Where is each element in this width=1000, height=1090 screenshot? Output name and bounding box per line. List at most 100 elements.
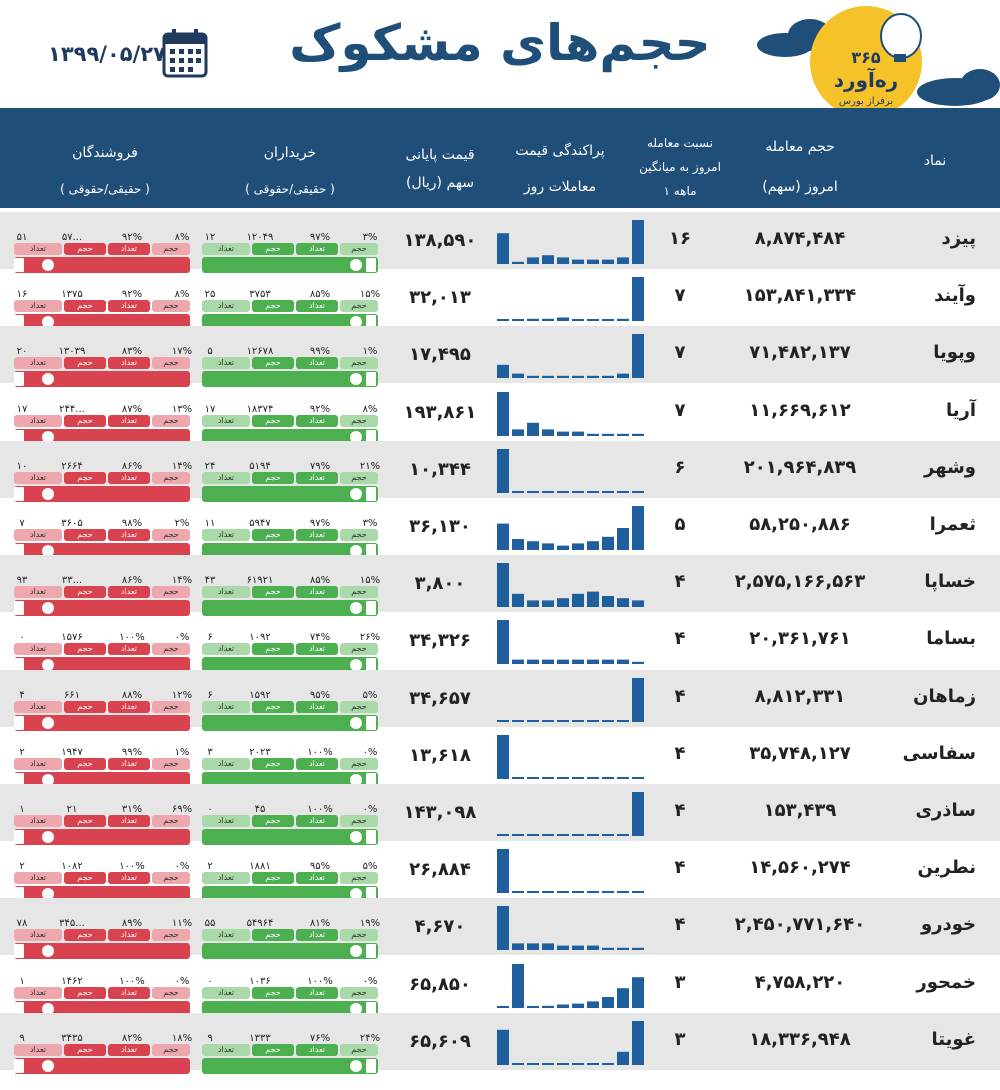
real-count: ۱۳۷۵ <box>61 289 83 301</box>
count-label: تعداد <box>108 471 150 484</box>
price-cell: ۳۶,۱۳۰ <box>409 516 471 537</box>
real-count: ۱۵۷۶ <box>61 632 83 644</box>
real-volume-pct: ۸۲% <box>121 1032 143 1044</box>
volume-label: حجم <box>64 872 106 885</box>
price-cell: ۲۶,۸۸۴ <box>409 859 471 881</box>
col-dispersion-l1: پراکندگی قیمت <box>515 143 605 159</box>
dispersion-bar <box>527 257 539 264</box>
count-label: تعداد <box>108 414 150 427</box>
dispersion-bar <box>497 719 509 722</box>
dispersion-bar <box>617 257 629 264</box>
real-volume-pct: ۱۰۰% <box>307 975 333 987</box>
ratio-cell: ۷ <box>674 285 686 307</box>
dispersion-bar <box>632 506 644 550</box>
count-label: تعداد <box>14 986 62 999</box>
real-volume-pct: ۸۵% <box>309 575 331 587</box>
sellers-group: ۶۹% ۱ ۳۱% ۲۱ حجم تعداد حجم تعداد <box>12 784 192 845</box>
dispersion-bar <box>572 490 584 493</box>
calendar-icon <box>162 29 208 78</box>
price-cell: ۶۵,۸۵۰ <box>409 973 471 995</box>
price-cell: ۳۴,۳۲۶ <box>409 630 471 652</box>
count-label: تعداد <box>296 586 338 599</box>
dispersion-bar <box>497 523 509 550</box>
dispersion-bar <box>572 719 584 722</box>
dispersion-bar <box>572 543 584 550</box>
legal-volume-pct: ۰% <box>362 746 378 758</box>
volume-label: حجم <box>152 643 190 656</box>
person-icon <box>350 487 362 500</box>
volume-label: حجم <box>152 815 190 827</box>
symbol-cell: نطرین <box>917 857 976 879</box>
split-bar <box>202 485 378 502</box>
person-icon <box>350 545 362 557</box>
volume-cell: ۸,۸۱۲,۳۳۱ <box>754 685 846 707</box>
dispersion-bar <box>557 490 569 493</box>
volume-label: حجم <box>64 700 106 713</box>
dispersion-bar <box>572 891 584 894</box>
dispersion-sparkline <box>497 448 644 493</box>
dispersion-bar <box>602 319 614 322</box>
volume-cell: ۱۴,۵۶۰,۲۷۴ <box>749 857 851 879</box>
sellers-group: ۰% ۲ ۱۰۰% ۱۰۸۲ حجم تعداد حجم تعداد <box>12 841 192 903</box>
volume-label: حجم <box>340 357 378 370</box>
volume-label: حجم <box>252 700 294 713</box>
dispersion-bar <box>572 259 584 264</box>
volume-label: حجم <box>252 471 294 484</box>
symbol-cell: خساپا <box>924 571 976 593</box>
real-count: ۳۴۳۵ <box>61 1032 83 1044</box>
real-count: ۱۹۴۷ <box>61 746 83 758</box>
volume-label: حجم <box>340 1043 378 1056</box>
dispersion-bar <box>512 834 524 836</box>
sellers-group: ۸% ۱۶ ۹۲% ۱۳۷۵ حجم تعداد حجم تعداد <box>12 269 192 331</box>
dispersion-bar <box>632 277 644 322</box>
legal-count: ۱۷ <box>204 403 216 415</box>
volume-label: حجم <box>64 586 106 599</box>
table-row: بساما ۲۰,۳۶۱,۷۶۱ ۴ ۳۴,۳۲۶ ۲۶% ۶ ۷۴% ۱۰۹۲ حجم تعدا… <box>0 612 1000 674</box>
dispersion-bar <box>587 319 599 322</box>
buyers-group: ۱۹% ۵۵ ۸۱% ۵۴۹۶۴ حجم تعداد حجم تعداد <box>200 898 380 960</box>
symbol-cell: بساما <box>926 628 976 650</box>
volume-cell: ۳۵,۷۴۸,۱۲۷ <box>749 742 851 764</box>
volume-label: حجم <box>64 643 106 656</box>
building-icon <box>366 1001 376 1016</box>
count-label: تعداد <box>296 357 338 370</box>
col-dispersion-l2: معاملات روز <box>523 179 597 195</box>
person-icon <box>42 373 54 386</box>
dispersion-bar <box>617 1051 629 1065</box>
legal-count: ۵۵ <box>204 918 216 930</box>
volume-label: حجم <box>64 243 106 255</box>
volume-label: حجم <box>340 757 378 770</box>
volume-cell: ۵۸,۲۵۰,۸۸۶ <box>749 514 851 535</box>
dispersion-bar <box>602 996 614 1008</box>
person-icon <box>350 373 362 386</box>
buyers-group: ۲۴% ۹ ۷۶% ۱۳۳۳ حجم تعداد حجم تعداد <box>200 1013 380 1074</box>
legal-count: ۶ <box>207 632 213 644</box>
person-icon <box>350 888 362 901</box>
report-date: ۱۳۹۹/۰۵/۲۷ <box>48 42 166 66</box>
person-icon <box>42 1059 54 1072</box>
split-bar <box>14 771 190 788</box>
dispersion-bar <box>512 963 524 1008</box>
count-label: تعداد <box>108 1043 150 1056</box>
real-volume-pct: ۹۲% <box>121 232 143 243</box>
table-row: زماهان ۸,۸۱۲,۳۳۱ ۴ ۳۴,۶۵۷ ۵% ۶ ۹۵% ۱۵۹۲ حجم تعداد… <box>0 669 1000 731</box>
person-icon <box>350 316 362 329</box>
split-bar <box>14 714 190 731</box>
dispersion-bar <box>497 563 509 608</box>
volume-label: حجم <box>340 243 378 255</box>
dispersion-bar <box>632 490 644 493</box>
buyers-group: ۲۶% ۶ ۷۴% ۱۰۹۲ حجم تعداد حجم تعداد <box>200 612 380 674</box>
split-bar <box>202 1000 378 1017</box>
volume-cell: ۲۰۱,۹۶۴,۸۳۹ <box>743 456 857 478</box>
dispersion-bar <box>617 528 629 550</box>
volume-label: حجم <box>252 815 294 827</box>
volume-label: حجم <box>64 414 106 427</box>
split-bar <box>14 428 190 445</box>
real-count: ۶۱۹۲۱ <box>246 575 274 587</box>
header: ۱۳۹۹/۰۵/۲۷ حجم‌های مشکوک ۳۶۵ ره‌آورد برف… <box>0 0 1000 118</box>
building-icon <box>366 944 376 959</box>
dispersion-bar <box>587 376 599 379</box>
volume-label: حجم <box>252 643 294 656</box>
building-icon <box>14 486 24 501</box>
legal-volume-pct: ۱۹% <box>359 918 381 930</box>
